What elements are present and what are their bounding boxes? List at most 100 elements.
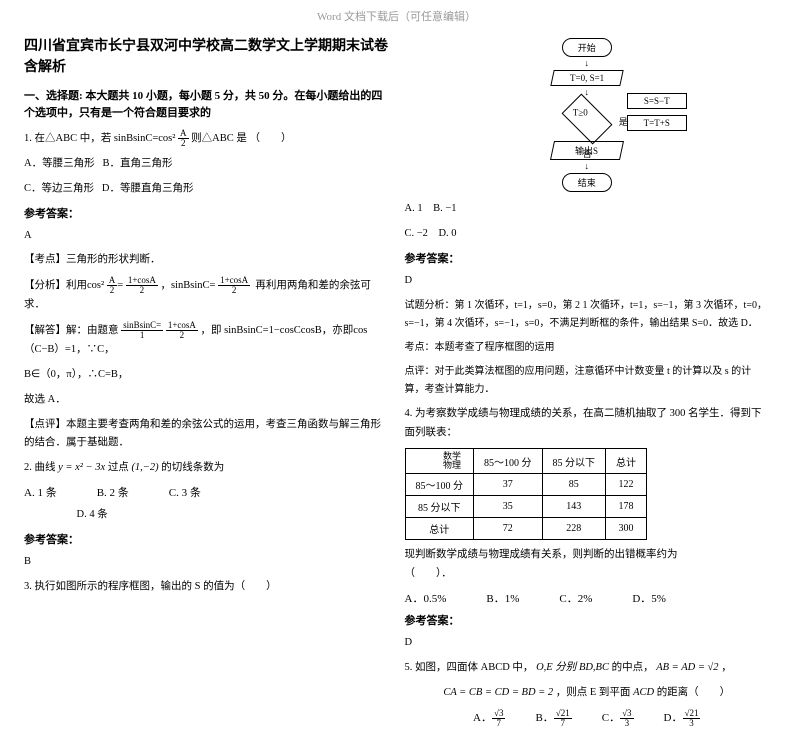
- q2-opts: A. 1 条 B. 2 条 C. 3 条: [24, 484, 389, 500]
- q1-stem-a: 1. 在△ABC 中，若 sinBsinC=cos²: [24, 133, 175, 144]
- flow-judge-text: T≥0: [573, 107, 588, 117]
- r1c4: 122: [606, 474, 647, 496]
- q5b: O,E 分别: [536, 662, 576, 673]
- flowchart: 开始 ↓ T=0, S=1 ↓ T≥0 是 否 S=S−T T=T+S 输出S …: [405, 38, 770, 192]
- frac-a2-2: 1+cosA2: [126, 276, 158, 295]
- q1-a5: 故选 A．: [24, 391, 389, 410]
- flow-out-text: 输出S: [575, 144, 598, 157]
- q3-exp3: 点评：对于此类算法框图的应用问题，注意循环中计数变量 t 的计算以及 s 的计算…: [405, 363, 770, 399]
- q5-optC: C．√33: [602, 709, 634, 728]
- q1-a2: 【分析】利用cos² A2= 1+cosA2 ，sinBsinC= 1+cosA…: [24, 276, 389, 315]
- flow-init-text: T=0, S=1: [570, 73, 604, 83]
- r1c2: 37: [474, 474, 543, 496]
- q5av: √3: [492, 709, 505, 719]
- q3-ans: D: [405, 272, 770, 291]
- th2: 85～100 分: [474, 449, 543, 474]
- q4-a: A．0.5%: [405, 590, 447, 606]
- q5-line2: CA = CB = CD = BD = 2 ，则点 E 到平面 ACD 的距离（…: [405, 684, 770, 703]
- arrow-icon: ↓: [527, 59, 647, 68]
- q5-optB: B．√217: [535, 709, 571, 728]
- contingency-table: 数学物理 85～100 分 85 分以下 总计 85～100 分 37 85 1…: [405, 448, 648, 540]
- q2-eq: y = x² − 3x: [58, 462, 105, 473]
- th1: 数学物理: [405, 449, 474, 474]
- q5a-lbl: A．: [473, 709, 492, 725]
- q2-pt: (1,−2): [131, 462, 158, 473]
- q3-ref: 参考答案：: [405, 250, 770, 266]
- q5c-lbl: C．: [602, 709, 620, 725]
- q1-a3a: 【解答】解：由题意: [24, 325, 119, 336]
- q1-a1: 【考点】三角形的形状判断．: [24, 251, 389, 270]
- q4-b: B．1%: [486, 590, 519, 606]
- flow-end: 结束: [562, 173, 612, 192]
- q5d: 的中点，: [612, 662, 654, 673]
- q1-optC: C．等边三角形: [24, 183, 94, 194]
- q5-optA: A．√37: [473, 709, 505, 728]
- q5-optD: D．√213: [664, 709, 701, 728]
- r1c3: 85: [542, 474, 606, 496]
- q5dd: 3: [683, 719, 701, 728]
- q1-stem: 1. 在△ABC 中，若 sinBsinC=cos² A2 则△ABC 是 （ …: [24, 129, 389, 149]
- q1-ans: A: [24, 227, 389, 246]
- frac-a2-1: A2: [107, 276, 118, 295]
- q5l2d: 的距离（ ）: [657, 687, 731, 698]
- q5bd: 7: [554, 719, 572, 728]
- q4-tail: 现判断数学成绩与物理成绩有关系，则判断的出错概率约为 （ ）．: [405, 546, 770, 584]
- q2-c: 的切线条数为: [161, 462, 224, 473]
- header-watermark: Word 文档下载后（可任意编辑）: [0, 0, 793, 36]
- q3-exp2: 考点：本题考查了程序框图的运用: [405, 339, 770, 357]
- page-container: 四川省宜宾市长宁县双河中学校高二数学文上学期期末试卷含解析 一、选择题: 本大题…: [0, 36, 793, 732]
- left-column: 四川省宜宾市长宁县双河中学校高二数学文上学期期末试卷含解析 一、选择题: 本大题…: [24, 36, 389, 732]
- q2-stem: 2. 曲线 y = x² − 3x 过点 (1,−2) 的切线条数为: [24, 459, 389, 478]
- flow-branch1: S=S−T: [627, 93, 687, 109]
- q4-ref: 参考答案：: [405, 612, 770, 628]
- q4-ans: D: [405, 634, 770, 653]
- th3: 85 分以下: [542, 449, 606, 474]
- q5-opts: A．√37 B．√217 C．√33 D．√213: [405, 709, 770, 728]
- q4-c: C．2%: [559, 590, 592, 606]
- q1-row1: A．等腰三角形 B．直角三角形: [24, 155, 389, 174]
- table-row: 85～100 分 37 85 122: [405, 474, 647, 496]
- q1-optA: A．等腰三角形: [24, 158, 95, 169]
- q5cd: 3: [620, 719, 633, 728]
- q1-row2: C．等边三角形 D．等腰直角三角形: [24, 180, 389, 199]
- q5d-lbl: D．: [664, 709, 683, 725]
- q2-b: 过点: [108, 462, 129, 473]
- q1-a2a: 【分析】利用cos²: [24, 280, 104, 291]
- q2-ans: B: [24, 553, 389, 572]
- q1-a3: 【解答】解：由题意 sinBsinC=1 1+cosA2 ，即 sinBsinC…: [24, 321, 389, 360]
- q2-d-text: D. 4 条: [77, 509, 108, 520]
- q1-optB: B．直角三角形: [102, 158, 172, 169]
- r2c1: 85 分以下: [405, 496, 474, 518]
- q3-a: A. 1: [405, 203, 423, 214]
- q2-optC: C. 3 条: [169, 484, 201, 500]
- r2c2: 35: [474, 496, 543, 518]
- flow-init: T=0, S=1: [550, 70, 623, 86]
- q5l2c: ACD: [633, 687, 654, 698]
- frac-a2-3: 1+cosA2: [218, 276, 250, 295]
- flow-start: 开始: [562, 38, 612, 57]
- q5b-lbl: B．: [535, 709, 553, 725]
- q1-ref-label: 参考答案：: [24, 205, 389, 221]
- q2-optB: B. 2 条: [97, 484, 129, 500]
- r3c4: 300: [606, 518, 647, 540]
- r3c1: 总计: [405, 518, 474, 540]
- q5-stem: 5. 如图，四面体 ABCD 中， O,E 分别 BD,BC 的中点， AB =…: [405, 659, 770, 678]
- q5l2b: ，则点 E 到平面: [556, 687, 631, 698]
- flow-output: 输出S: [550, 141, 624, 160]
- arrow-icon: ↓: [527, 162, 647, 171]
- q1-optD: D．等腰直角三角形: [102, 183, 194, 194]
- q3-c: C. −2: [405, 228, 428, 239]
- r2c4: 178: [606, 496, 647, 518]
- r3c3: 228: [542, 518, 606, 540]
- q1-a6: 【点评】本题主要考查两角和差的余弦公式的运用，考查三角函数与解三角形的结合．属于…: [24, 416, 389, 454]
- q5c: BD,BC: [579, 662, 609, 673]
- q5f: ，: [721, 662, 732, 673]
- q5e: AB = AD = √2: [656, 662, 718, 673]
- q5bv: √21: [554, 709, 572, 719]
- frac-a3b: 1+cosA2: [166, 321, 198, 340]
- table-row: 85 分以下 35 143 178: [405, 496, 647, 518]
- r2c3: 143: [542, 496, 606, 518]
- q4-stem: 4. 为考察数学成绩与物理成绩的关系，在高二随机抽取了 300 名学生．得到下面…: [405, 405, 770, 443]
- q5ad: 7: [492, 719, 505, 728]
- q3-opts-1: A. 1 B. −1: [405, 200, 770, 219]
